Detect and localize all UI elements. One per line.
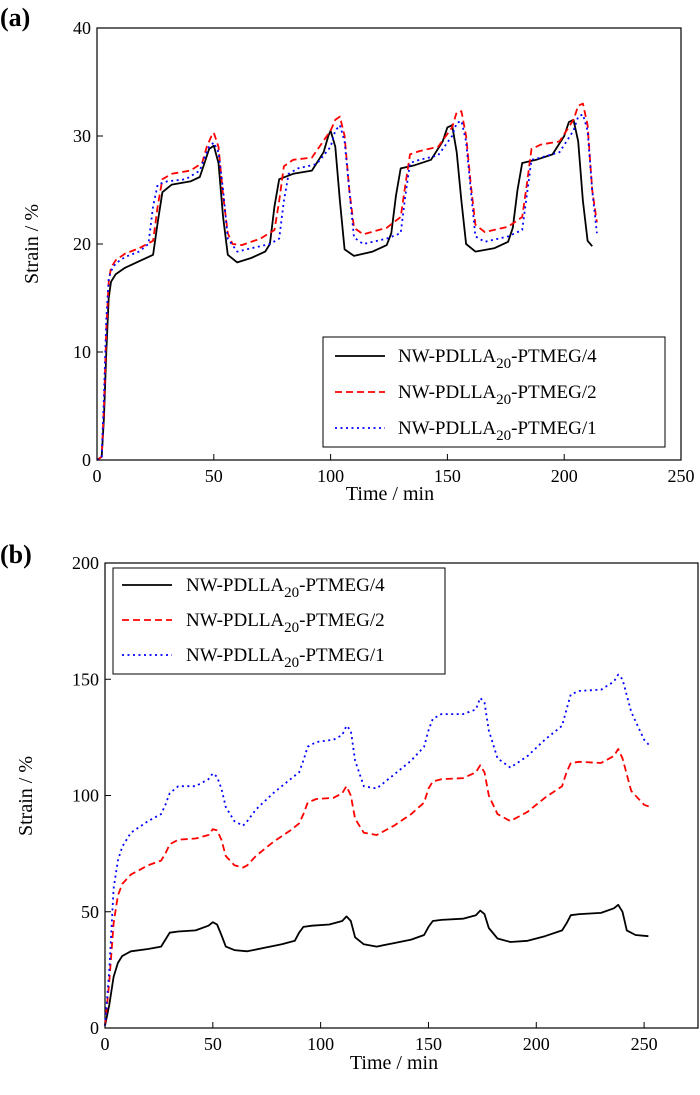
legend-label-1: NW-PDLLA20-PTMEG/4: [186, 575, 385, 601]
y-axis-label-b: Strain / %: [15, 756, 37, 836]
x-tick-label: 250: [631, 1034, 658, 1054]
y-tick-label: 0: [82, 450, 91, 470]
x-tick-label: 200: [523, 1034, 550, 1054]
legend-a: NW-PDLLA20-PTMEG/4NW-PDLLA20-PTMEG/2NW-P…: [322, 336, 666, 448]
series-group-b: [104, 673, 652, 1026]
legend-label-part: NW-PDLLA: [186, 645, 284, 666]
legend-label-part: NW-PDLLA: [186, 610, 284, 631]
y-axis-label-a: Strain / %: [21, 204, 43, 284]
series-line-3: [104, 673, 652, 1026]
x-tick-label: 100: [317, 466, 344, 486]
chart-panel-b: (b) 0 50 100 150 200 250 0 50 100 150 200 Time / m…: [0, 540, 699, 1074]
x-tick-label: 150: [434, 466, 461, 486]
series-line-2: [96, 102, 598, 461]
legend-label-2: NW-PDLLA20-PTMEG/2: [186, 610, 385, 636]
legend-label-subscript: 20: [496, 392, 511, 408]
legend-label-subscript: 20: [496, 428, 511, 444]
legend-label-part: -PTMEG/2: [511, 382, 597, 403]
series-group-a: [96, 102, 598, 461]
axis-ticks-a: 0 50 100 150 200 250 0 10 20 30 40: [73, 18, 695, 486]
x-tick-label: 0: [93, 466, 102, 486]
y-tick-label: 100: [72, 786, 99, 806]
y-tick-label: 150: [72, 669, 99, 689]
legend-label-3: NW-PDLLA20-PTMEG/1: [398, 418, 597, 444]
legend-label-part: -PTMEG/4: [299, 575, 385, 596]
x-axis-label-b: Time / min: [350, 1052, 438, 1074]
legend-label-1: NW-PDLLA20-PTMEG/4: [398, 346, 597, 372]
legend-label-3: NW-PDLLA20-PTMEG/1: [186, 645, 385, 671]
legend-label-subscript: 20: [284, 655, 299, 671]
legend-label-part: NW-PDLLA: [398, 382, 496, 403]
legend-label-2: NW-PDLLA20-PTMEG/2: [398, 382, 597, 408]
y-tick-label: 30: [73, 126, 91, 146]
x-axis-label-a: Time / min: [346, 483, 434, 505]
legend-b: NW-PDLLA20-PTMEG/4NW-PDLLA20-PTMEG/2NW-P…: [112, 567, 446, 675]
x-tick-label: 250: [668, 466, 695, 486]
legend-label-part: NW-PDLLA: [398, 418, 496, 439]
y-tick-label: 40: [73, 18, 91, 38]
legend-label-part: NW-PDLLA: [398, 346, 496, 367]
y-tick-label: 10: [73, 342, 91, 362]
series-line-1: [104, 903, 649, 1026]
legend-label-part: -PTMEG/4: [511, 346, 597, 367]
x-tick-label: 0: [101, 1034, 110, 1054]
legend-label-part: -PTMEG/1: [511, 418, 597, 439]
legend-label-part: NW-PDLLA: [186, 575, 284, 596]
x-tick-label: 150: [415, 1034, 442, 1054]
axis-ticks-b: 0 50 100 150 200 250 0 50 100 150 200: [72, 553, 658, 1054]
y-tick-label: 0: [90, 1018, 99, 1038]
y-tick-label: 20: [73, 234, 91, 254]
y-tick-label: 200: [72, 553, 99, 573]
legend-label-subscript: 20: [496, 356, 511, 372]
legend-label-part: -PTMEG/2: [299, 610, 385, 631]
x-tick-label: 50: [204, 1034, 222, 1054]
panel-label-a: (a): [0, 3, 30, 32]
legend-label-subscript: 20: [284, 620, 299, 636]
x-tick-label: 200: [551, 466, 578, 486]
series-line-2: [104, 748, 651, 1026]
panel-label-b: (b): [0, 540, 32, 569]
x-tick-label: 50: [205, 466, 223, 486]
x-tick-label: 100: [307, 1034, 334, 1054]
legend-label-subscript: 20: [284, 585, 299, 601]
y-tick-label: 50: [81, 902, 99, 922]
legend-label-part: -PTMEG/1: [299, 645, 385, 666]
series-line-3: [96, 113, 598, 461]
